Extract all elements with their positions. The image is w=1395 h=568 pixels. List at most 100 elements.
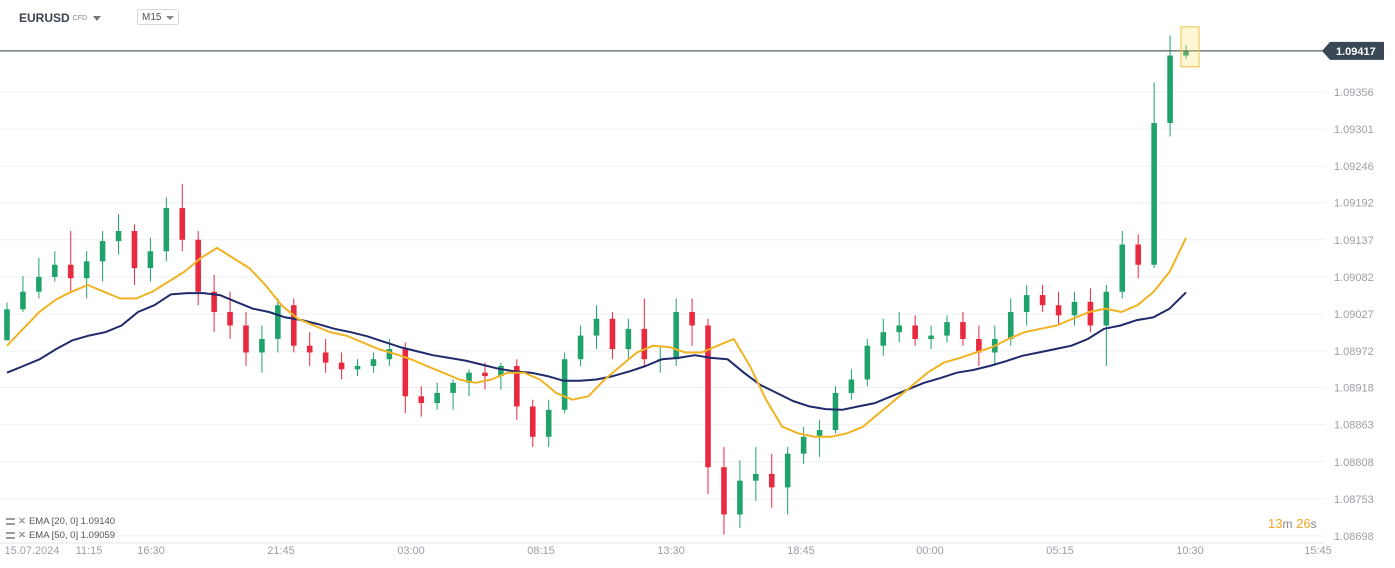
legend-ema-50-label: EMA — [28, 530, 50, 541]
candle-body — [1167, 55, 1173, 124]
x-tick-label: 18:45 — [787, 545, 815, 557]
candle-body — [673, 311, 679, 360]
candle-body — [737, 480, 743, 515]
candle-body — [370, 359, 377, 366]
candle-body — [1135, 244, 1141, 265]
symbol-name: EURUSD — [19, 11, 70, 25]
settings-icon[interactable] — [6, 531, 15, 539]
settings-icon[interactable] — [6, 517, 15, 525]
candle-body — [880, 332, 887, 346]
candle-body — [1151, 123, 1157, 265]
candle-body — [338, 362, 345, 370]
countdown-seconds-unit: s — [1310, 517, 1317, 531]
candle-body — [418, 396, 425, 404]
candle-body — [195, 239, 201, 292]
close-icon[interactable]: ✕ — [18, 530, 26, 541]
y-tick-label: 1.09192 — [1334, 198, 1374, 210]
y-tick-label: 1.09082 — [1334, 272, 1374, 284]
candle-body — [896, 325, 903, 333]
candle-body — [322, 352, 329, 363]
candle-body — [1039, 295, 1046, 306]
candle-body — [800, 436, 807, 454]
x-tick-label: 03:00 — [397, 545, 425, 557]
candle-body — [211, 291, 217, 312]
legend-ema-50-params: [50, 0] — [51, 530, 79, 541]
current-price-badge — [1322, 41, 1384, 60]
candle-body — [36, 276, 42, 292]
candle-body — [1055, 305, 1062, 316]
candle-body — [227, 311, 233, 326]
y-tick-label: 1.08753 — [1334, 494, 1374, 506]
candle-body — [561, 359, 568, 410]
candle-body — [928, 335, 934, 339]
candle-body — [386, 349, 393, 360]
y-tick-label: 1.08698 — [1334, 531, 1374, 543]
y-tick-label: 1.09027 — [1334, 309, 1374, 321]
candle-body — [466, 372, 472, 383]
legend-ema-20-params: [20, 0] — [51, 516, 79, 527]
candle-body — [259, 338, 265, 353]
candle-body — [402, 349, 409, 397]
candle-body — [832, 392, 839, 431]
candle-body — [705, 325, 711, 468]
legend-ema-20-label: EMA — [28, 516, 50, 527]
countdown-seconds: 26 — [1296, 516, 1311, 531]
legend-ema-20: ✕ EMA [20, 0] 1.09140 — [6, 516, 115, 527]
x-tick-label: 10:30 — [1176, 545, 1204, 557]
candle-body — [243, 325, 249, 353]
last-candle-highlight — [1180, 26, 1200, 68]
candle-body — [1119, 244, 1126, 292]
x-tick-label: 00:00 — [916, 545, 944, 557]
candle-body — [721, 467, 727, 515]
candle-body — [944, 322, 950, 336]
x-tick-label: 08:15 — [527, 545, 555, 557]
legend-ema-50: ✕ EMA [50, 0] 1.09059 — [6, 530, 115, 541]
candle-body — [976, 338, 982, 353]
chevron-down-icon — [166, 16, 174, 20]
x-tick-label: 15:45 — [1304, 545, 1332, 557]
candle-body — [434, 392, 440, 404]
y-tick-label: 1.09356 — [1334, 87, 1374, 99]
countdown-minutes-unit: m — [1282, 517, 1293, 531]
y-tick-label: 1.08918 — [1334, 383, 1374, 395]
candle-body — [864, 345, 871, 380]
ema-20-line — [6, 237, 1187, 438]
x-tick-label: 11:15 — [76, 545, 103, 557]
candle-body — [83, 261, 90, 279]
candle-body — [1183, 50, 1189, 56]
legend-ema-20-value: 1.09140 — [80, 516, 116, 527]
candle-body — [625, 328, 632, 350]
countdown-minutes: 13 — [1268, 516, 1283, 531]
symbol-selector[interactable]: EURUSD CFD — [19, 11, 102, 25]
candle-body — [450, 382, 456, 393]
x-tick-label: 21:45 — [267, 545, 295, 557]
timeframe-label: M15 — [142, 12, 162, 23]
candle-body — [306, 345, 313, 353]
close-icon[interactable]: ✕ — [18, 516, 26, 527]
y-tick-label: 1.09301 — [1334, 124, 1374, 136]
candle-body — [20, 291, 26, 310]
candle-body — [498, 365, 504, 377]
candle-body — [593, 318, 600, 336]
candle-body — [529, 406, 536, 437]
y-tick-label: 1.09137 — [1334, 235, 1374, 247]
symbol-type: CFD — [72, 15, 88, 23]
candle-body — [960, 322, 966, 339]
candle-body — [115, 231, 122, 242]
x-tick-label: 16:30 — [137, 545, 165, 557]
ema-50-line — [6, 291, 1187, 411]
candle-body — [784, 453, 791, 488]
candle-body — [768, 473, 775, 488]
y-tick-label: 1.08808 — [1334, 457, 1374, 469]
candle-body — [1023, 295, 1030, 312]
candle-body — [514, 365, 520, 407]
candle-body — [816, 430, 823, 437]
candle-body — [848, 379, 855, 393]
y-tick-label: 1.08972 — [1334, 346, 1374, 358]
candle-body — [689, 311, 695, 326]
candle-body — [912, 325, 918, 339]
timeframe-selector[interactable]: M15 — [137, 9, 179, 25]
x-tick-label: 13:30 — [657, 545, 685, 557]
candle-body — [275, 305, 281, 339]
